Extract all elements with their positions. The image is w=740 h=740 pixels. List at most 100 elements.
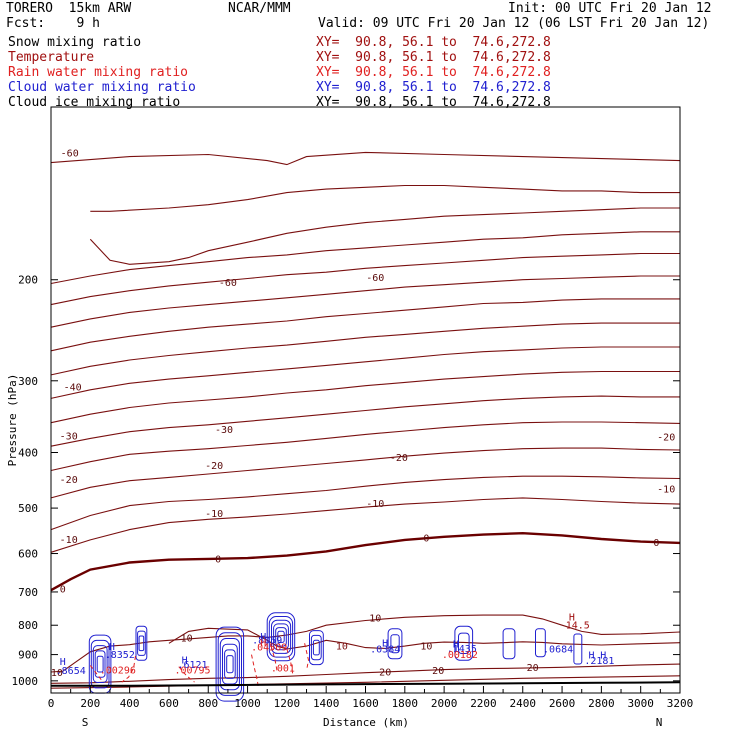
legend-temperature: Temperature <box>8 50 95 65</box>
y-tick-label-700: 700 <box>18 586 38 599</box>
temperature-label-15: 0 <box>215 555 221 566</box>
annotation-21: H <box>588 651 594 662</box>
temperature-contour-6 <box>50 370 680 424</box>
temperature-contour-14 <box>90 184 680 212</box>
temperature-contour-2 <box>50 475 681 531</box>
annotation-9: .8059 <box>252 636 282 647</box>
temperature-label-16: 0 <box>423 534 429 545</box>
temperature-label-24: 10 <box>51 668 63 679</box>
legend-cloud-ice: Cloud ice mixing ratio <box>8 95 181 110</box>
temperature-label-21: 20 <box>379 667 391 678</box>
header-model: TORERO 15km ARW <box>6 1 132 16</box>
annotation-15: H <box>453 639 459 650</box>
x-tick-label-0: 0 <box>48 697 55 710</box>
temperature-contour-16 <box>50 614 681 673</box>
annotation-24: 10 <box>336 642 348 653</box>
x-tick-label-400: 400 <box>120 697 140 710</box>
cloud-water-cell-0-ring-1 <box>90 639 110 689</box>
temperature-label-8: -20 <box>390 453 408 464</box>
temperature-contours <box>50 151 681 689</box>
temperature-contour-0 <box>50 531 681 592</box>
header-valid: Valid: 09 UTC Fri 20 Jan 12 (06 LST Fri … <box>318 16 710 31</box>
temperature-label-22: 20 <box>432 666 444 677</box>
cloud-water-cell-2-ring-5 <box>226 655 234 674</box>
cloud-water-cell-5-ring-1 <box>390 634 400 654</box>
temperature-label-10: -10 <box>60 535 78 546</box>
temperature-contour-1 <box>50 497 681 553</box>
temperature-label-1: -60 <box>219 278 237 289</box>
temperature-contour-10 <box>50 275 680 328</box>
temperature-label-9: -20 <box>657 432 675 443</box>
temperature-contour-18 <box>50 663 681 684</box>
cloud-water-cell-7-ring-0 <box>502 628 516 660</box>
annotation-0: H <box>60 657 66 668</box>
x-tick-label-800: 800 <box>198 697 218 710</box>
cloud-water-cell-1-ring-0 <box>135 625 148 661</box>
temperature-label-0: -60 <box>61 148 79 159</box>
annotation-10: H <box>260 638 266 649</box>
cloud-water-contours <box>88 612 583 702</box>
cloud-water-cell-4-ring-0 <box>309 630 324 666</box>
y-tick-label-400: 400 <box>18 446 38 459</box>
cloud-water-cell-3-ring-4 <box>275 627 287 647</box>
rain-contour-5 <box>304 643 310 671</box>
header-init: Init: 00 UTC Fri 20 Jan 12 <box>508 1 712 16</box>
cloud-water-cell-4-ring-2 <box>312 639 320 656</box>
x-tick-label-2600: 2600 <box>549 697 576 710</box>
ground-surface-line <box>51 681 681 687</box>
cloud-water-cell-5-ring-0 <box>387 628 403 660</box>
legend-temperature-xy: XY= 90.8, 56.1 to 74.6,272.8 <box>316 50 551 65</box>
rain-contour-1 <box>178 666 195 683</box>
temperature-label-2: -60 <box>366 273 384 284</box>
annotation-14: .0384 <box>370 644 400 655</box>
cloud-water-cell-3-ring-2 <box>271 619 292 654</box>
annotation-7: .00795 <box>174 665 210 676</box>
x-tick-label-1800: 1800 <box>392 697 419 710</box>
temperature-label-13: -10 <box>657 484 675 495</box>
legend-cloud-water: Cloud water mixing ratio <box>8 80 196 95</box>
cloud-water-cell-2-ring-4 <box>224 649 236 679</box>
annotation-12: .001 <box>271 663 295 674</box>
plot-frame <box>50 106 681 694</box>
temperature-label-18: 10 <box>181 633 193 644</box>
temperature-label-11: -10 <box>205 509 223 520</box>
x-tick-label-3000: 3000 <box>627 697 654 710</box>
temperature-label-3: -40 <box>64 383 82 394</box>
annotation-5: H <box>182 656 188 667</box>
x-axis-label: Distance (km) <box>323 716 409 729</box>
cloud-water-cell-1-ring-2 <box>138 635 145 652</box>
y-tick-label-1000: 1000 <box>12 675 39 688</box>
cloud-water-cell-3-ring-0 <box>266 612 296 662</box>
x-tick-label-2000: 2000 <box>431 697 458 710</box>
annotation-6: .6121 <box>177 660 207 671</box>
temperature-contour-3 <box>50 447 681 499</box>
annotation-13: H <box>382 639 388 650</box>
temperature-label-5: -30 <box>215 425 233 436</box>
x-tick-label-2200: 2200 <box>470 697 497 710</box>
temperature-contour-7 <box>50 346 680 399</box>
temperature-contour-12 <box>50 231 680 285</box>
cloud-water-cell-8-ring-0 <box>535 628 546 658</box>
annotation-2: H <box>109 642 115 653</box>
temperature-contour-13 <box>89 207 680 265</box>
legend-snow-xy: XY= 90.8, 56.1 to 74.6,272.8 <box>316 35 551 50</box>
legend-snow: Snow mixing ratio <box>8 35 142 50</box>
temperature-contour-5 <box>50 395 680 447</box>
annotation-3: .8352 <box>105 650 135 661</box>
cloud-water-cell-3-ring-1 <box>268 616 294 658</box>
x-tick-label-200: 200 <box>80 697 100 710</box>
temperature-label-17: 0 <box>653 538 659 549</box>
annotation-8: H <box>260 632 266 643</box>
rain-contour-3 <box>270 645 278 671</box>
ground-line <box>51 681 681 687</box>
annotation-20: .0684 <box>543 644 573 655</box>
header-center: NCAR/MMM <box>228 1 291 16</box>
x-tick-label-1400: 1400 <box>313 697 340 710</box>
temperature-label-4: -30 <box>60 432 78 443</box>
header-fcst: Fcst: 9 h <box>6 16 100 31</box>
rain-contour-0 <box>121 655 136 683</box>
x-tick-label-1200: 1200 <box>274 697 301 710</box>
rain-contour-2 <box>251 654 259 689</box>
cloud-water-cell-2-ring-2 <box>219 638 240 691</box>
cloud-water-cell-9-ring-0 <box>573 633 583 665</box>
